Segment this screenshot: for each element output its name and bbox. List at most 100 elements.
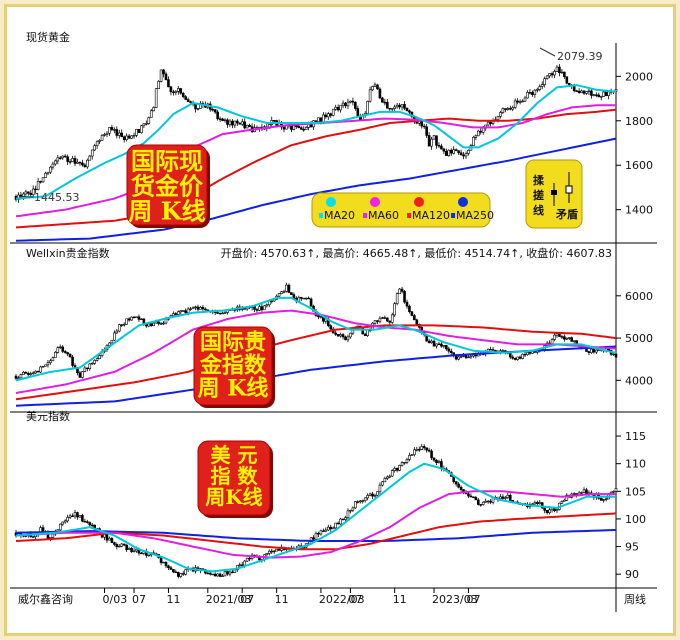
x-tick-label: 07 (466, 593, 480, 606)
candle-body (31, 188, 35, 195)
candle-body (213, 109, 217, 113)
candle-body (115, 129, 119, 136)
candle-body (191, 307, 195, 310)
candle-body (572, 85, 576, 92)
candle-body (120, 132, 124, 138)
candle-body (383, 317, 387, 319)
candle-body (135, 316, 138, 319)
candle-body (243, 308, 246, 310)
candle-body (329, 325, 333, 330)
candle-body (125, 318, 128, 325)
candle-body (31, 372, 35, 375)
candle-body (137, 316, 141, 320)
legend2-candle (565, 185, 573, 194)
candle-body (90, 149, 94, 157)
candle-body (565, 337, 569, 340)
candle-body (390, 314, 394, 323)
candle-body (324, 114, 328, 118)
candle-body (496, 116, 500, 120)
candle-body (68, 161, 72, 163)
candle-body (113, 332, 116, 341)
candle-body (543, 78, 546, 85)
candle-body (132, 316, 136, 319)
candle-body (403, 104, 406, 109)
candle-body (174, 571, 178, 574)
candle-body (159, 323, 163, 325)
y-tick-label: 105 (625, 485, 646, 498)
candle-body (63, 351, 67, 353)
candle-body (282, 126, 286, 130)
panel-2: Wellxin贵金指数 开盘价: 4570.63↑, 最高价: 4665.48↑,… (14, 246, 653, 407)
candle-body (356, 501, 360, 503)
badge-line: 美 元 (211, 443, 258, 467)
candle-body (563, 71, 566, 77)
candle-body (51, 533, 55, 538)
candle-body (208, 572, 212, 575)
candle-body (260, 306, 264, 311)
candle-body (147, 323, 151, 327)
candle-body (282, 291, 286, 293)
badge-line: 周 K线 (198, 376, 269, 402)
candle-body (378, 317, 382, 322)
candle-body (570, 337, 574, 342)
candle-body (363, 333, 367, 336)
candle-body (440, 145, 443, 150)
candle-body (508, 352, 512, 358)
candle-body (73, 158, 77, 164)
candle-body (172, 313, 175, 317)
candle-body (34, 188, 37, 191)
candle-body (243, 121, 246, 129)
candle-body (334, 106, 337, 110)
y-tick-label: 5000 (625, 332, 653, 345)
candle-body (572, 340, 576, 342)
candle-body (403, 291, 406, 303)
candle-body (400, 104, 404, 108)
x-tick-label: 11 (166, 593, 180, 606)
candle-body (81, 515, 84, 522)
candle-body (516, 100, 519, 103)
candle-body (445, 345, 448, 350)
candle-body (378, 484, 382, 492)
candle-body (329, 113, 333, 116)
candle-body (326, 113, 330, 118)
candle-body (108, 127, 111, 134)
candle-body (427, 340, 431, 344)
candle-body (39, 181, 42, 183)
candle-body (231, 571, 234, 574)
candle-body (184, 569, 187, 575)
candle-body (211, 109, 215, 111)
candle-body (159, 557, 163, 563)
candle-body (417, 449, 421, 451)
candle-body (381, 317, 384, 319)
y-tick-label: 2000 (625, 70, 653, 83)
footer-period: 周线 (624, 592, 646, 606)
candle-body (582, 489, 586, 493)
candle-body (415, 319, 419, 325)
candle-body (432, 340, 436, 347)
candle-body (474, 135, 478, 138)
legend-swatch (319, 213, 323, 218)
candle-body (285, 284, 288, 292)
candle-body (176, 88, 180, 92)
candle-body (317, 532, 320, 535)
candle-body (366, 100, 369, 114)
candle-body (56, 157, 60, 162)
candle-body (580, 492, 583, 494)
legend-label: MA60 (368, 209, 399, 222)
candle-body (127, 135, 131, 139)
candle-body (346, 101, 350, 107)
candle-body (531, 92, 534, 95)
panel-title: Wellxin贵金指数 (26, 246, 110, 260)
candle-body (223, 119, 227, 122)
y-tick-label: 115 (625, 430, 646, 443)
candle-body (334, 522, 337, 529)
candle-body (86, 159, 89, 168)
candle-body (376, 491, 379, 496)
candle-body (344, 517, 347, 521)
candle-body (523, 353, 527, 356)
legend2-left-char: 搓 (533, 188, 544, 202)
candle-body (130, 548, 133, 553)
candle-body (196, 306, 200, 310)
candle-body (186, 99, 190, 102)
candle-body (361, 327, 365, 335)
